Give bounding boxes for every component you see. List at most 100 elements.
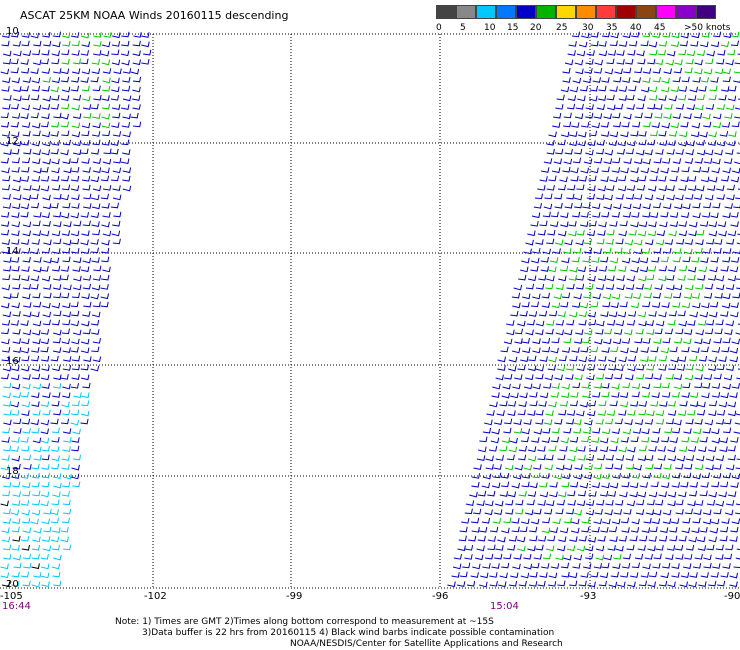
wind-barb bbox=[634, 419, 644, 425]
wind-barb bbox=[616, 59, 625, 65]
wind-barb bbox=[40, 419, 50, 426]
wind-barb bbox=[578, 311, 587, 317]
wind-barb bbox=[614, 418, 623, 425]
wind-barb bbox=[650, 167, 659, 174]
wind-barb bbox=[3, 149, 12, 155]
wind-barb bbox=[562, 166, 571, 173]
wind-barb bbox=[40, 554, 49, 560]
wind-barb bbox=[12, 328, 21, 335]
wind-barb bbox=[497, 365, 506, 371]
wind-barb bbox=[654, 284, 663, 290]
wind-barb bbox=[645, 373, 654, 380]
wind-barb bbox=[11, 410, 20, 416]
wind-barb bbox=[649, 571, 658, 578]
wind-barb bbox=[638, 275, 647, 282]
wind-barb bbox=[642, 31, 651, 38]
wind-barb bbox=[618, 95, 627, 101]
wind-barb bbox=[627, 49, 636, 56]
wind-barb bbox=[546, 185, 555, 191]
wind-barb bbox=[719, 437, 728, 444]
wind-barb bbox=[71, 194, 80, 201]
legend-label: 30 bbox=[582, 23, 594, 33]
wind-barb bbox=[677, 310, 686, 317]
wind-barb bbox=[81, 230, 90, 237]
wind-barb bbox=[51, 427, 60, 434]
wind-barb bbox=[708, 131, 717, 138]
wind-barb bbox=[716, 185, 725, 191]
wind-barb bbox=[569, 446, 578, 453]
wind-barb bbox=[613, 554, 622, 560]
grid-lines bbox=[0, 33, 740, 589]
wind-barb bbox=[569, 580, 578, 587]
wind-barb bbox=[652, 563, 661, 569]
wind-barb bbox=[121, 85, 131, 92]
wind-barb bbox=[92, 338, 101, 344]
wind-barb bbox=[90, 247, 99, 254]
wind-barb bbox=[41, 518, 50, 525]
wind-barb bbox=[33, 527, 42, 534]
wind-barb bbox=[90, 76, 99, 83]
wind-barb bbox=[504, 418, 513, 425]
wind-barb bbox=[683, 472, 692, 479]
wind-barb bbox=[485, 455, 494, 462]
wind-barb bbox=[594, 463, 603, 470]
wind-barb bbox=[700, 346, 709, 353]
wind-barb bbox=[490, 437, 500, 444]
wind-barb bbox=[103, 148, 112, 155]
wind-barb bbox=[601, 562, 610, 569]
wind-barb bbox=[706, 319, 715, 326]
wind-barb bbox=[121, 31, 130, 38]
wind-barb bbox=[630, 572, 639, 578]
wind-barb bbox=[708, 356, 717, 363]
wind-barb bbox=[3, 382, 12, 389]
wind-barb bbox=[613, 203, 622, 210]
wind-barb bbox=[32, 536, 41, 543]
wind-barb bbox=[543, 419, 553, 425]
wind-barb bbox=[70, 346, 79, 353]
wind-barb bbox=[630, 436, 639, 443]
wind-barb bbox=[734, 422, 740, 425]
wind-barb bbox=[527, 410, 536, 416]
wind-barb bbox=[537, 454, 546, 461]
wind-barb bbox=[606, 185, 615, 191]
wind-barb bbox=[550, 392, 559, 398]
wind-barb bbox=[573, 428, 582, 434]
longitude-label: -93 bbox=[580, 591, 597, 602]
wind-barb bbox=[731, 383, 740, 389]
wind-barb bbox=[666, 284, 675, 291]
wind-barb bbox=[694, 68, 703, 75]
wind-barb bbox=[32, 130, 41, 137]
wind-barb bbox=[32, 49, 41, 56]
wind-barb bbox=[51, 140, 60, 146]
wind-barb bbox=[640, 86, 650, 93]
wind-barb bbox=[683, 428, 692, 434]
wind-barb bbox=[62, 446, 71, 452]
wind-barb bbox=[675, 238, 685, 245]
wind-barb bbox=[667, 400, 676, 407]
wind-barb bbox=[530, 221, 539, 227]
wind-barb bbox=[62, 202, 71, 209]
wind-barb bbox=[692, 202, 701, 209]
wind-barb bbox=[31, 311, 40, 318]
wind-barb bbox=[3, 445, 12, 452]
wind-barb bbox=[520, 436, 529, 443]
wind-barb bbox=[606, 319, 616, 326]
wind-barb bbox=[70, 185, 80, 192]
wind-barb bbox=[90, 194, 100, 201]
wind-barb bbox=[73, 220, 82, 227]
wind-barb bbox=[589, 266, 598, 273]
wind-barb bbox=[499, 572, 508, 579]
wind-barb bbox=[31, 94, 40, 101]
wind-barb bbox=[731, 518, 740, 525]
wind-barb bbox=[718, 491, 727, 498]
wind-barb bbox=[571, 211, 581, 218]
wind-barb bbox=[546, 148, 555, 155]
wind-barb bbox=[658, 275, 667, 282]
wind-barb bbox=[111, 86, 120, 93]
wind-barb bbox=[594, 59, 603, 66]
wind-barb bbox=[598, 580, 607, 587]
wind-barb bbox=[11, 581, 20, 587]
wind-barb bbox=[609, 445, 618, 452]
wind-barb bbox=[687, 410, 696, 416]
wind-barb bbox=[569, 355, 578, 362]
